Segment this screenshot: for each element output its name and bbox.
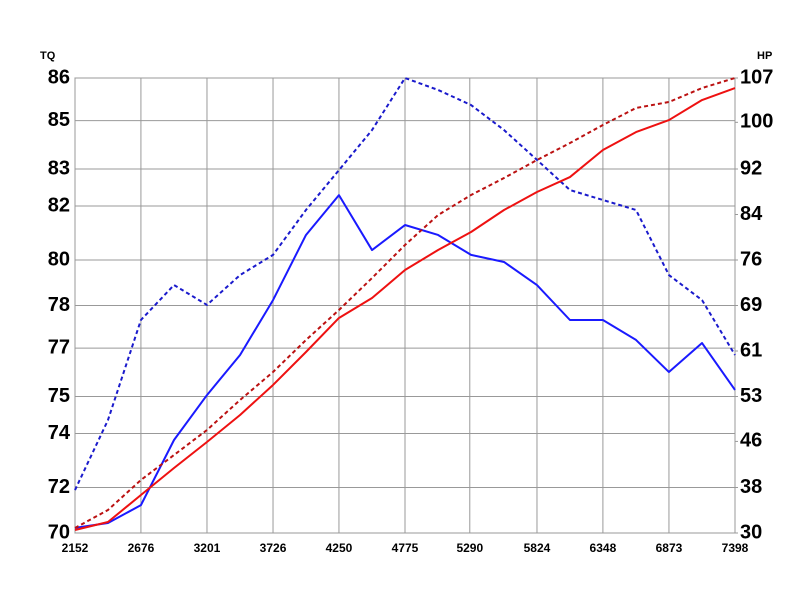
- y2-tick-label: 92: [740, 157, 762, 179]
- y2-tick-label: 61: [740, 339, 762, 361]
- y-tick-label: 70: [48, 521, 70, 543]
- series-line: [74, 77, 736, 529]
- x-tick-label: 4250: [326, 541, 353, 555]
- y-tick-label: 72: [48, 476, 70, 498]
- x-tick-label: 6348: [590, 541, 617, 555]
- y2-tick-label: 53: [740, 385, 762, 407]
- y-tick-label: 86: [48, 66, 70, 88]
- y-tick-label: 77: [48, 336, 70, 358]
- y2-axis-title: HP: [757, 50, 772, 62]
- y2-tick-label: 84: [740, 203, 763, 225]
- y2-tick-label: 69: [740, 294, 762, 316]
- series-line: [74, 194, 736, 529]
- y-tick-label: 82: [48, 194, 70, 216]
- y-tick-label: 78: [48, 294, 70, 316]
- x-tick-label: 4775: [392, 541, 419, 555]
- y2-tick-label: 30: [740, 521, 762, 543]
- x-tick-label: 3726: [260, 541, 287, 555]
- y-tick-label: 85: [48, 109, 70, 131]
- series-line: [74, 77, 736, 491]
- y2-tick-label: 107: [740, 66, 773, 88]
- x-tick-label: 5290: [456, 541, 483, 555]
- x-tick-label: 7398: [722, 541, 749, 555]
- x-tick-label: 2152: [62, 541, 89, 555]
- y-tick-label: 80: [48, 248, 70, 270]
- y-axis-title: TQ: [40, 50, 56, 62]
- y2-tick-label: 46: [740, 430, 762, 452]
- y2-tick-label: 100: [740, 111, 773, 133]
- y-tick-label: 74: [48, 422, 71, 444]
- y-tick-label: 83: [48, 157, 70, 179]
- series-line: [74, 87, 736, 531]
- y2-tick-label: 76: [740, 248, 762, 270]
- x-tick-label: 6873: [656, 541, 683, 555]
- x-tick-label: 2676: [128, 541, 155, 555]
- x-tick-label: 5824: [524, 541, 551, 555]
- y2-tick-label: 38: [740, 476, 762, 498]
- x-tick-label: 3201: [194, 541, 221, 555]
- y-tick-label: 75: [48, 385, 70, 407]
